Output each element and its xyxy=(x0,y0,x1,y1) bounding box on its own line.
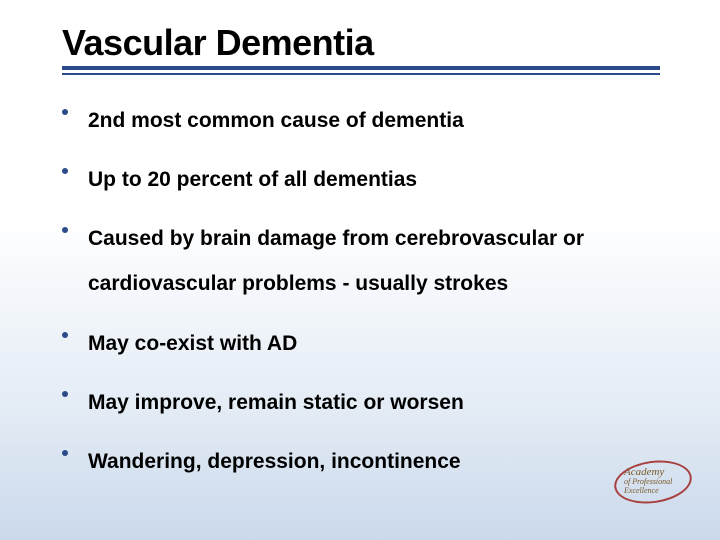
bullet-text: May improve, remain static or worsen xyxy=(88,380,464,425)
bullet-text: May co-exist with AD xyxy=(88,321,297,366)
academy-logo: Academy of Professional Excellence xyxy=(614,456,692,508)
title-underline-thin xyxy=(62,73,660,75)
list-item: May improve, remain static or worsen xyxy=(62,380,680,425)
bullet-text: Up to 20 percent of all dementias xyxy=(88,157,417,202)
slide-title: Vascular Dementia xyxy=(62,22,660,64)
bullet-text: Caused by brain damage from cerebrovascu… xyxy=(88,216,680,306)
bullet-icon xyxy=(62,227,68,233)
slide: Vascular Dementia 2nd most common cause … xyxy=(0,0,720,540)
bullet-list: 2nd most common cause of dementia Up to … xyxy=(62,98,680,498)
bullet-icon xyxy=(62,332,68,338)
list-item: May co-exist with AD xyxy=(62,321,680,366)
bullet-icon xyxy=(62,391,68,397)
list-item: 2nd most common cause of dementia xyxy=(62,98,680,143)
list-item: Wandering, depression, incontinence xyxy=(62,439,680,484)
list-item: Up to 20 percent of all dementias xyxy=(62,157,680,202)
list-item: Caused by brain damage from cerebrovascu… xyxy=(62,216,680,306)
logo-text: Academy of Professional Excellence xyxy=(624,466,672,496)
bullet-icon xyxy=(62,450,68,456)
bullet-icon xyxy=(62,109,68,115)
title-underline-thick xyxy=(62,66,660,70)
bullet-text: 2nd most common cause of dementia xyxy=(88,98,464,143)
bullet-icon xyxy=(62,168,68,174)
bullet-text: Wandering, depression, incontinence xyxy=(88,439,461,484)
logo-line3: Excellence xyxy=(624,487,672,496)
title-block: Vascular Dementia xyxy=(62,22,660,75)
